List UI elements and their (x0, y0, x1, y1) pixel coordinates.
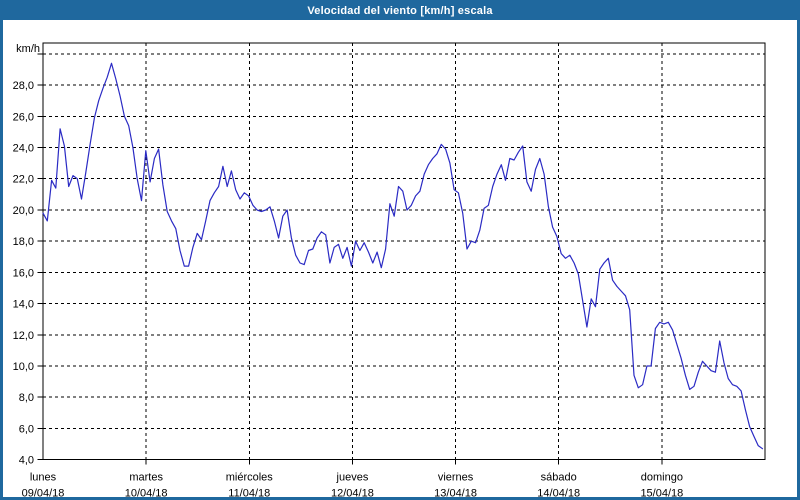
y-axis-tick-label: 28,0 (13, 80, 34, 92)
y-axis-tick-label: 24,0 (13, 143, 34, 155)
x-axis-day-label: sábado (541, 472, 577, 484)
x-axis-date-label: 14/04/18 (537, 488, 580, 500)
y-axis-tick-label: 8,0 (19, 392, 34, 404)
y-axis-tick-label: 26,0 (13, 111, 34, 123)
y-axis-unit-label: km/h (16, 43, 40, 55)
y-axis-tick-label: 4,0 (19, 455, 34, 467)
y-axis-tick-label: 14,0 (13, 299, 34, 311)
plot-border (42, 42, 766, 461)
x-axis-date-label: 15/04/18 (640, 488, 683, 500)
y-axis-tick-label: 18,0 (13, 236, 34, 248)
x-axis-day-label: martes (129, 472, 163, 484)
y-axis-tick-label: 22,0 (13, 174, 34, 186)
y-axis-tick-label: 6,0 (19, 423, 34, 435)
x-axis-date-label: 10/04/18 (125, 488, 168, 500)
wind-speed-series-line (42, 62, 764, 450)
chart-title-bar: Velocidad del viento [km/h] escala (3, 3, 797, 20)
x-axis-date-label: 12/04/18 (331, 488, 374, 500)
x-axis-day-label: domingo (641, 472, 683, 484)
wind-speed-line-chart: 28,0 26,0 24,0 22,0 20,0 18,0 16,0 14,0 12,0 10,0… (13, 42, 766, 500)
y-axis-tick-label: 12,0 (13, 330, 34, 342)
x-axis-day-label: jueves (336, 472, 369, 484)
x-axis-date-label: 11/04/18 (228, 488, 270, 500)
y-axis-tick-label: 20,0 (13, 205, 34, 217)
y-axis-tick-label: 10,0 (13, 361, 34, 373)
x-axis-date-label: 13/04/18 (434, 488, 477, 500)
y-axis-tick-label: 16,0 (13, 267, 34, 279)
x-axis-day-label: miércoles (226, 472, 274, 484)
x-axis-day-label: lunes (30, 472, 57, 484)
x-axis-date-label: 09/04/18 (22, 488, 65, 500)
x-axis-day-label: viernes (438, 472, 474, 484)
